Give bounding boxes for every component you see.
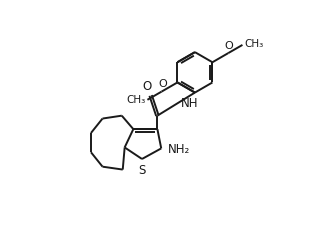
Text: CH₃: CH₃ [245, 39, 264, 49]
Text: S: S [138, 164, 146, 177]
Text: O: O [143, 80, 152, 93]
Text: O: O [225, 41, 234, 51]
Text: NH: NH [181, 97, 199, 110]
Text: O: O [158, 79, 167, 89]
Text: CH₃: CH₃ [126, 95, 145, 105]
Text: NH₂: NH₂ [168, 144, 190, 156]
